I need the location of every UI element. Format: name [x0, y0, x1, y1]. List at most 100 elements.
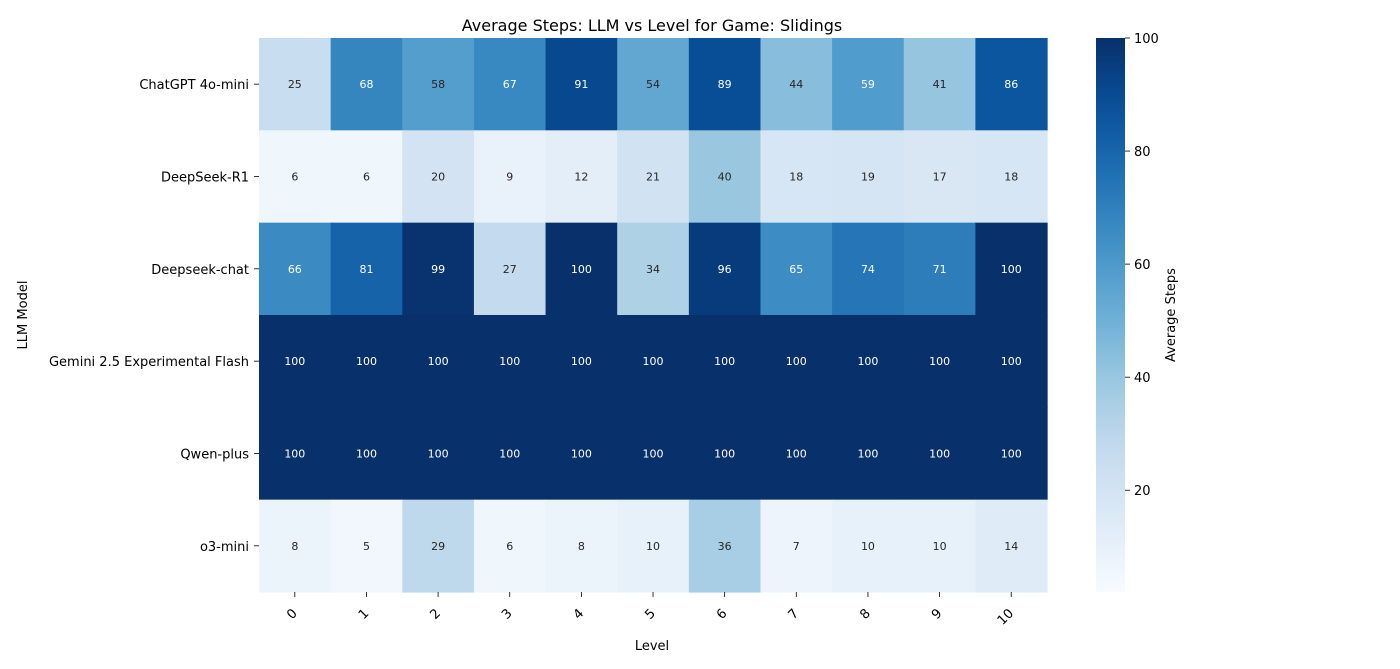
- x-tick-label: 0: [284, 606, 300, 622]
- heatmap-cell: [832, 499, 905, 593]
- x-axis-label: Level: [635, 639, 669, 654]
- heatmap-cell: [473, 38, 547, 131]
- cell-value-label: 100: [643, 447, 664, 460]
- heatmap-cell: [903, 38, 976, 131]
- colorbar-tick-label: 40: [1134, 371, 1151, 386]
- cell-value-label: 100: [643, 355, 664, 368]
- heatmap-cell: [402, 407, 475, 501]
- heatmap-cells: [259, 38, 1048, 593]
- heatmap-cell: [330, 407, 403, 501]
- cell-value-label: 5: [363, 540, 370, 553]
- cell-value-label: 25: [288, 78, 302, 91]
- heatmap-cell: [617, 222, 690, 316]
- heatmap-cell: [617, 499, 690, 593]
- heatmap-cell: [975, 499, 1048, 593]
- heatmap-cell: [259, 38, 332, 131]
- x-tick-label: 5: [642, 606, 658, 622]
- cell-value-label: 89: [718, 78, 732, 91]
- cell-value-label: 96: [718, 263, 732, 276]
- cell-value-label: 9: [506, 170, 513, 183]
- x-tick-label: 8: [857, 606, 873, 622]
- cell-value-label: 41: [933, 78, 947, 91]
- cell-value-label: 54: [646, 78, 660, 91]
- y-tick-label: Deepseek-chat: [151, 263, 249, 278]
- cell-value-label: 21: [646, 170, 660, 183]
- colorbar-tick-label: 20: [1134, 484, 1151, 499]
- heatmap-cell: [760, 499, 833, 593]
- heatmap-cell: [259, 499, 332, 593]
- cell-value-label: 18: [1004, 170, 1018, 183]
- cell-value-label: 100: [571, 447, 592, 460]
- colorbar-label: Average Steps: [1164, 268, 1179, 362]
- cell-value-label: 100: [571, 355, 592, 368]
- heatmap-cell: [832, 222, 905, 316]
- heatmap-cell: [975, 222, 1048, 316]
- colorbar-gradient: [1096, 38, 1125, 592]
- x-axis-ticks: 0 1 2 3 4 5 6 7 8 9 10: [284, 591, 1017, 629]
- cell-value-label: 71: [933, 263, 947, 276]
- heatmap-cell: [402, 130, 475, 224]
- cell-value-label: 100: [284, 355, 305, 368]
- cell-value-label: 8: [291, 540, 298, 553]
- colorbar-tick-label: 80: [1134, 145, 1151, 160]
- heatmap-cell: [688, 38, 762, 131]
- y-tick-label: Qwen-plus: [180, 447, 249, 462]
- cell-value-label: 10: [861, 540, 875, 553]
- heatmap-cell: [402, 38, 475, 131]
- cell-value-label: 36: [718, 540, 732, 553]
- cell-value-label: 100: [714, 447, 735, 460]
- cell-value-label: 86: [1004, 78, 1018, 91]
- cell-value-label: 74: [861, 263, 875, 276]
- cell-value-label: 6: [506, 540, 513, 553]
- cell-value-label: 58: [431, 78, 445, 91]
- y-tick-label: o3-mini: [200, 540, 249, 555]
- cell-value-label: 100: [857, 355, 878, 368]
- y-tick-label: DeepSeek-R1: [161, 170, 249, 185]
- cell-value-label: 40: [718, 170, 732, 183]
- cell-value-label: 34: [646, 263, 660, 276]
- heatmap-cell: [688, 130, 762, 224]
- x-tick-label: 10: [995, 606, 1017, 628]
- cell-value-label: 20: [431, 170, 445, 183]
- heatmap-cell: [760, 407, 833, 501]
- heatmap-cell: [903, 314, 976, 408]
- heatmap-cell: [330, 314, 403, 408]
- heatmap-cell: [975, 407, 1048, 501]
- heatmap-cell: [473, 222, 547, 316]
- cell-value-label: 66: [288, 263, 302, 276]
- heatmap-cell: [688, 222, 762, 316]
- heatmap-cell: [688, 407, 762, 501]
- y-axis-ticks: ChatGPT 4o-mini DeepSeek-R1 Deepseek-chat G…: [49, 78, 259, 555]
- y-tick-label: ChatGPT 4o-mini: [139, 78, 249, 93]
- colorbar-tick-label: 100: [1134, 32, 1159, 47]
- colorbar-tick-label: 60: [1134, 258, 1151, 273]
- heatmap-cell: [259, 314, 332, 408]
- heatmap-cell: [330, 130, 403, 224]
- cell-value-label: 8: [578, 540, 585, 553]
- x-tick-label: 1: [356, 606, 372, 622]
- heatmap-cell: [975, 130, 1048, 224]
- x-tick-label: 7: [786, 606, 802, 622]
- cell-value-label: 100: [499, 355, 520, 368]
- cell-value-label: 100: [499, 447, 520, 460]
- cell-value-label: 7: [793, 540, 800, 553]
- heatmap-cell: [617, 314, 690, 408]
- cell-value-label: 100: [786, 447, 807, 460]
- cell-value-label: 65: [789, 263, 803, 276]
- cell-value-label: 100: [356, 447, 377, 460]
- cell-value-label: 10: [933, 540, 947, 553]
- heatmap-cell: [617, 407, 690, 501]
- cell-value-label: 100: [714, 355, 735, 368]
- cell-value-label: 27: [503, 263, 517, 276]
- colorbar: 20 40 60 80 100: [1096, 32, 1159, 592]
- heatmap-cell: [832, 407, 905, 501]
- x-tick-label: 4: [571, 606, 587, 622]
- heatmap-cell: [617, 130, 690, 224]
- heatmap-cell: [975, 38, 1048, 131]
- x-tick-label: 2: [427, 606, 443, 622]
- heatmap-cell: [330, 38, 403, 131]
- heatmap-cell: [903, 499, 976, 593]
- cell-value-label: 6: [363, 170, 370, 183]
- cell-value-label: 18: [789, 170, 803, 183]
